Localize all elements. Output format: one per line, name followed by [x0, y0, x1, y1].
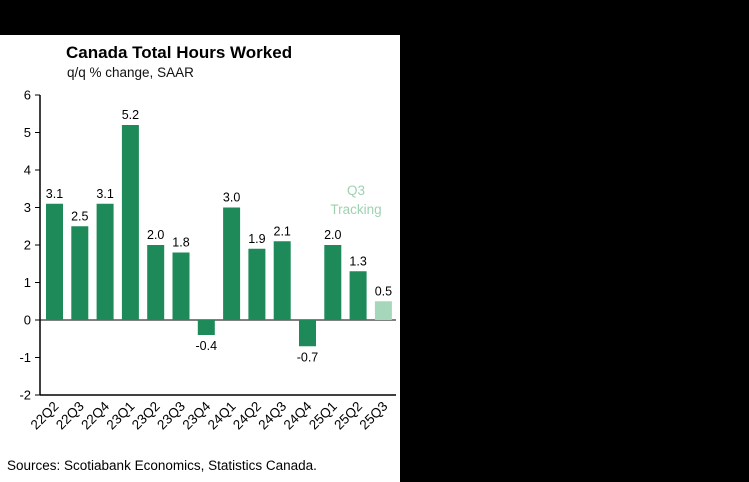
sources-text: Sources: Scotiabank Economics, Statistic…: [7, 458, 317, 473]
chart-panel: Canada Total Hours Worked q/q % change, …: [0, 35, 400, 482]
y-tick-label: 6: [24, 88, 31, 103]
bar-value-label: 3.0: [223, 191, 240, 205]
bar-value-label: 1.9: [248, 232, 265, 246]
y-tick-label: -1: [19, 350, 31, 365]
bar-value-label: 2.0: [147, 228, 164, 242]
bar-23Q3: [172, 252, 190, 320]
bar-23Q2: [147, 245, 165, 320]
x-tick-label: 23Q4: [179, 398, 213, 432]
bar-value-label: 2.1: [274, 224, 291, 238]
bar-value-label: 1.3: [349, 254, 366, 268]
bar-value-label: 2.0: [324, 228, 341, 242]
bar-22Q3: [71, 226, 89, 320]
chart-subtitle: q/q % change, SAAR: [67, 65, 194, 80]
x-tick-label: 25Q1: [306, 399, 340, 433]
bar-value-label: 2.5: [71, 209, 88, 223]
bar-value-label: 3.1: [96, 187, 113, 201]
y-tick-label: 1: [24, 275, 31, 290]
bar-22Q2: [46, 203, 63, 320]
bar-value-label: -0.4: [196, 339, 218, 353]
bar-value-label: 3.1: [46, 187, 63, 201]
x-tick-label: 22Q4: [78, 398, 112, 432]
x-tick-label: 23Q3: [154, 399, 188, 433]
bar-23Q1: [121, 125, 139, 320]
chart-title: Canada Total Hours Worked: [66, 43, 293, 62]
bar-value-label: 5.2: [122, 108, 139, 122]
y-tick-label: 5: [24, 125, 31, 140]
x-tick-label: 23Q1: [104, 399, 138, 433]
x-tick-label: 25Q2: [331, 399, 365, 433]
x-tick-label: 24Q1: [205, 399, 239, 433]
x-tick-label: 24Q4: [281, 398, 315, 432]
x-tick-label: 24Q2: [230, 399, 264, 433]
bar-25Q3: [374, 301, 392, 320]
x-tick-label: 23Q2: [129, 399, 163, 433]
bar-24Q4: [299, 320, 316, 347]
x-tick-label: 25Q3: [357, 399, 391, 433]
annotation-q3-tracking: Tracking: [330, 202, 381, 217]
y-tick-label: 0: [24, 313, 31, 328]
bar-24Q1: [223, 207, 241, 320]
bar-24Q2: [248, 248, 266, 320]
y-tick-label: 2: [24, 238, 31, 253]
bar-25Q2: [349, 271, 367, 320]
bar-value-label: 1.8: [172, 236, 189, 250]
x-tick-label: 22Q2: [28, 399, 62, 433]
bar-22Q4: [96, 203, 114, 320]
bar-23Q4: [197, 320, 215, 335]
x-tick-label: 22Q3: [53, 399, 87, 433]
annotation-q3-tracking: Q3: [347, 183, 365, 198]
bar-value-label: -0.7: [297, 350, 319, 364]
y-tick-label: -2: [19, 388, 31, 403]
y-tick-label: 4: [24, 163, 31, 178]
bar-24Q3: [273, 241, 291, 320]
y-tick-label: 3: [24, 200, 31, 215]
x-tick-label: 24Q3: [255, 399, 289, 433]
bar-chart: -2-101234563.122Q22.522Q33.122Q45.223Q12…: [19, 88, 396, 433]
bar-25Q1: [324, 245, 342, 320]
bar-value-label: 0.5: [375, 284, 392, 298]
